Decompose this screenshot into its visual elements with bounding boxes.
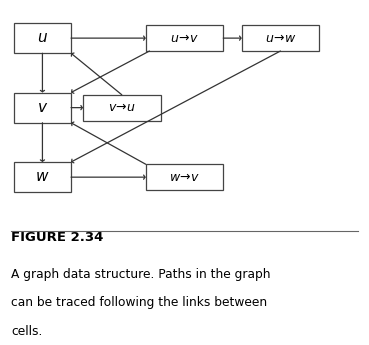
Bar [14,92,71,123]
Bar [146,25,223,51]
Bar [83,95,161,120]
Text: can be traced following the links between: can be traced following the links betwee… [11,296,267,309]
Bar [146,164,223,190]
Text: $v$: $v$ [37,101,48,115]
Bar [14,23,71,53]
Text: $v\!\rightarrow\!u$: $v\!\rightarrow\!u$ [108,101,136,114]
Bar [14,162,71,192]
Bar [242,25,319,51]
Text: $w$: $w$ [35,170,50,184]
Text: cells.: cells. [11,325,42,337]
Text: $u\!\rightarrow\!w$: $u\!\rightarrow\!w$ [265,32,296,45]
Text: FIGURE 2.34: FIGURE 2.34 [11,231,103,244]
Text: $u\!\rightarrow\!v$: $u\!\rightarrow\!v$ [170,32,199,45]
Text: A graph data structure. Paths in the graph: A graph data structure. Paths in the gra… [11,268,270,280]
Text: $u$: $u$ [37,31,48,45]
Text: $w\!\rightarrow\!v$: $w\!\rightarrow\!v$ [169,171,200,184]
